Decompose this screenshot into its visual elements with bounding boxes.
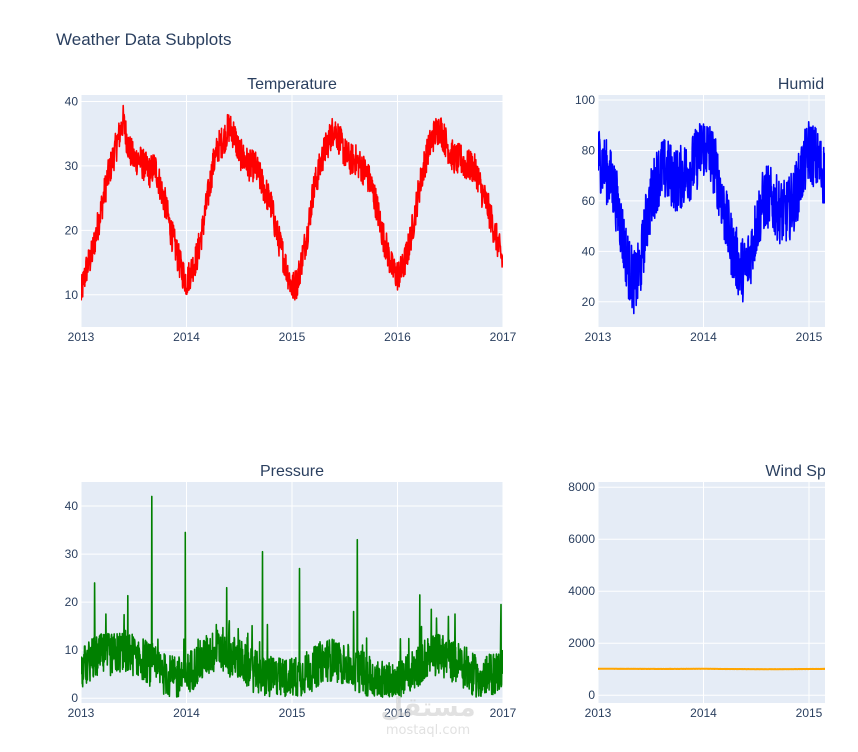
x-tick-label: 2013	[585, 706, 612, 720]
y-tick-label: 40	[65, 499, 79, 513]
x-tick-label: 2017	[490, 330, 517, 344]
y-tick-label: 8000	[568, 480, 595, 494]
x-tick-label: 2014	[173, 706, 200, 720]
y-tick-label: 60	[582, 194, 596, 208]
x-tick-label: 2013	[68, 330, 95, 344]
y-tick-label: 20	[582, 295, 596, 309]
y-tick-label: 0	[71, 691, 78, 705]
y-tick-label: 30	[65, 159, 79, 173]
x-tick-label: 2015	[279, 330, 306, 344]
subplot-title: Humidity	[778, 76, 840, 93]
x-tick-label: 2016	[384, 330, 411, 344]
y-tick-label: 80	[582, 143, 596, 157]
x-tick-label: 2015	[796, 330, 823, 344]
subplot-temperature: 2013 2014 2015 2016 2017 10 20 30 40 Temperature	[65, 76, 517, 344]
subplot-humidity: 2013201420152016201720406080100Humidity	[575, 76, 840, 344]
subplot-wind-speed: 2013201420152016201702000400060008000Win…	[568, 463, 852, 720]
subplot-title: Wind Speed	[765, 463, 852, 480]
x-tick-label: 2014	[690, 706, 717, 720]
x-tick-label: 2014	[690, 330, 717, 344]
series-line	[81, 104, 503, 301]
subplots: 2013 2014 2015 2016 201710203040Temperature2…	[65, 76, 852, 720]
y-tick-label: 10	[65, 643, 79, 657]
x-tick-label: 2016	[384, 706, 411, 720]
x-tick-label: 2014	[173, 330, 200, 344]
series-line	[81, 495, 503, 698]
y-tick-label: 20	[65, 595, 79, 609]
y-tick-label: 2000	[568, 636, 595, 650]
x-tick-label: 2013	[68, 706, 95, 720]
x-tick-label: 2017	[490, 706, 517, 720]
plot-area	[598, 482, 825, 703]
series-line	[598, 667, 825, 671]
y-tick-label: 40	[582, 244, 596, 258]
gridlines	[598, 482, 825, 703]
series-line	[598, 121, 825, 315]
x-tick-label: 2015	[796, 706, 823, 720]
y-tick-label: 100	[575, 93, 595, 107]
y-tick-label: 20	[65, 223, 79, 237]
y-tick-label: 0	[588, 688, 595, 702]
y-tick-label: 6000	[568, 532, 595, 546]
y-tick-label: 4000	[568, 584, 595, 598]
watermark-logo: مستقل	[380, 693, 475, 723]
watermark: مستقل mostaql.com	[380, 693, 475, 738]
y-tick-label: 10	[65, 288, 79, 302]
x-tick-label: 2013	[585, 330, 612, 344]
figure-title: Weather Data Subplots	[56, 30, 231, 49]
x-tick-label: 2015	[279, 706, 306, 720]
y-tick-label: 40	[65, 94, 79, 108]
watermark-text: mostaql.com	[386, 723, 470, 738]
subplot-title: Pressure	[260, 463, 324, 480]
subplot-title: Temperature	[247, 76, 337, 93]
subplot-pressure: 2013 2014 2015 2016 2017 0 10 20 30 40 Pressure	[65, 463, 517, 720]
y-tick-label: 30	[65, 547, 79, 561]
